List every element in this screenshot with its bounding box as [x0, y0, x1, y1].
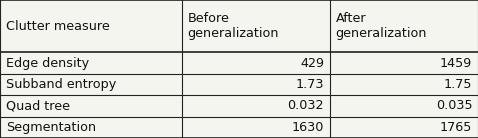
Text: 1630: 1630	[292, 121, 324, 134]
Text: Quad tree: Quad tree	[6, 99, 70, 112]
Text: Clutter measure: Clutter measure	[6, 20, 109, 33]
Text: After
generalization: After generalization	[336, 12, 427, 40]
Text: Before
generalization: Before generalization	[187, 12, 279, 40]
Text: 1765: 1765	[440, 121, 472, 134]
Text: 429: 429	[300, 57, 324, 70]
Text: 1.75: 1.75	[444, 78, 472, 91]
Text: 1459: 1459	[440, 57, 472, 70]
Text: Subband entropy: Subband entropy	[6, 78, 116, 91]
Text: Edge density: Edge density	[6, 57, 89, 70]
Text: 0.035: 0.035	[435, 99, 472, 112]
Text: 1.73: 1.73	[295, 78, 324, 91]
Text: 0.032: 0.032	[288, 99, 324, 112]
Text: Segmentation: Segmentation	[6, 121, 96, 134]
